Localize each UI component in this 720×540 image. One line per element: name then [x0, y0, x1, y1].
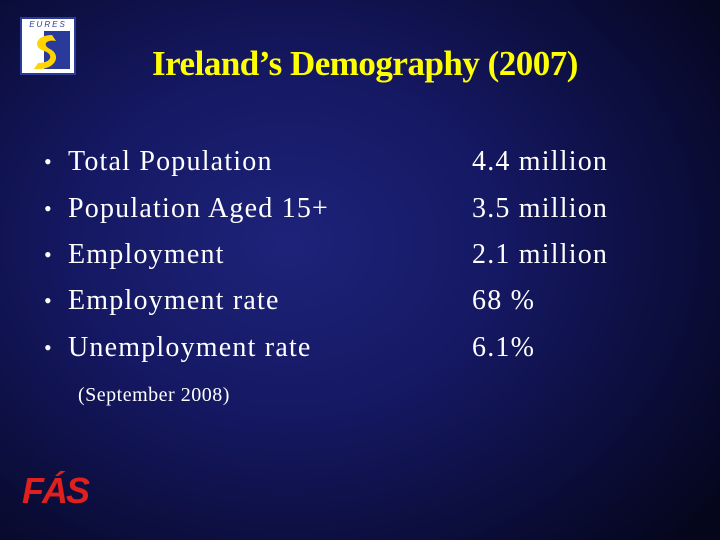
item-row: • Population Aged 15+ 3.5 million [0, 189, 720, 229]
item-label: Unemployment rate [68, 332, 312, 363]
item-row: • Unemployment rate 6.1% [0, 328, 720, 368]
bullet: • [44, 288, 53, 313]
item-row: • Employment rate 68 % [0, 281, 720, 321]
item-row: • Total Population 4.4 million [0, 142, 720, 182]
item-label: Employment rate [68, 285, 280, 316]
bullet: • [44, 335, 53, 360]
bullet: • [44, 149, 53, 174]
item-label: Population Aged 15+ [68, 193, 330, 224]
eures-logo-text: EURES [29, 20, 67, 29]
eures-logo: EURES [20, 17, 76, 75]
slide-title: Ireland’s Demography (2007) [152, 44, 578, 83]
item-label: Employment [68, 239, 225, 270]
bullet: • [44, 196, 53, 221]
item-label: Total Population [68, 146, 273, 177]
eures-logo-mark [34, 31, 70, 70]
fas-logo: FÁS [22, 470, 90, 511]
logo-s [34, 35, 57, 70]
bullet: • [44, 242, 53, 267]
item-value: 68 % [472, 285, 536, 316]
item-row: • Employment 2.1 million [0, 235, 720, 275]
item-value: 4.4 million [472, 146, 609, 177]
note: (September 2008) [78, 384, 230, 406]
item-value: 6.1% [472, 332, 536, 363]
item-value: 3.5 million [472, 193, 609, 224]
item-value: 2.1 million [472, 239, 609, 270]
